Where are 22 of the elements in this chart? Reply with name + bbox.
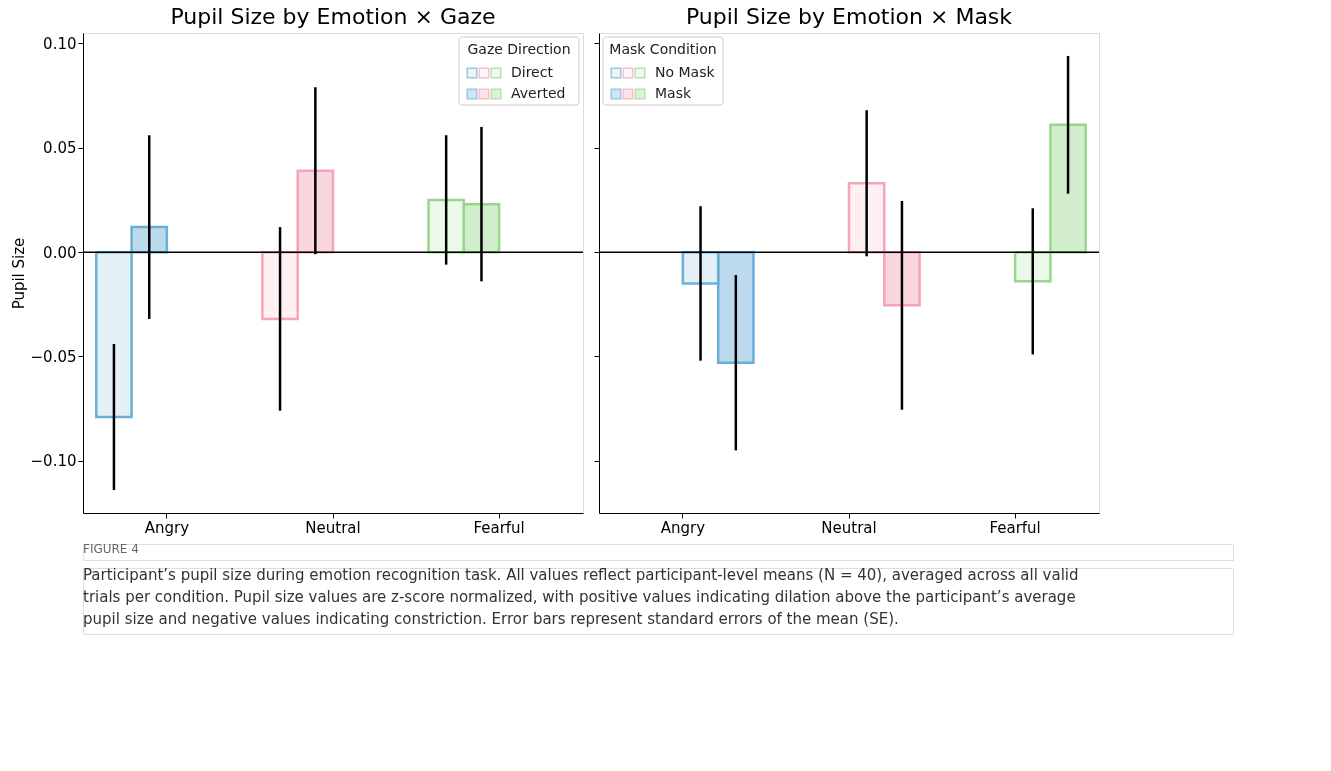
chart-title: Pupil Size by Emotion × Mask [685,4,1013,29]
y-tick-label: −0.05 [30,347,77,366]
y-axis-title: Pupil Size [9,237,28,310]
y-tick-label: 0.10 [43,34,77,53]
legend-label: Direct [511,64,554,80]
y-tick-label: 0.05 [43,139,77,158]
legend-label: Averted [511,85,566,101]
legend-title: Gaze Direction [467,41,571,57]
chart-title: Pupil Size by Emotion × Gaze [170,4,496,29]
x-tick-label: Neutral [821,518,877,537]
legend-label: Mask [655,85,692,101]
legend-label: No Mask [655,64,716,80]
x-tick-label: Fearful [989,518,1041,537]
y-tick-label: −0.10 [30,452,77,471]
x-tick-label: Fearful [473,518,525,537]
x-tick-label: Angry [660,518,706,537]
text: Participant’s pupil size during emotion recognition task. All values reflect participant-level means (N = 40), averaged across all valid trials per condition. Pupil size values are z-score normalized, with positive values indicating dilation above the participant’s average pupil size and negative values indicating constriction. Error bars represent standard errors of the mean (SE). [83,566,1079,628]
y-tick-label: 0.00 [43,243,77,262]
caption: FIGURE 4 [83,542,139,556]
x-tick-label: Angry [144,518,190,537]
x-tick-label: Neutral [305,518,361,537]
legend-title: Mask Condition [609,41,717,57]
